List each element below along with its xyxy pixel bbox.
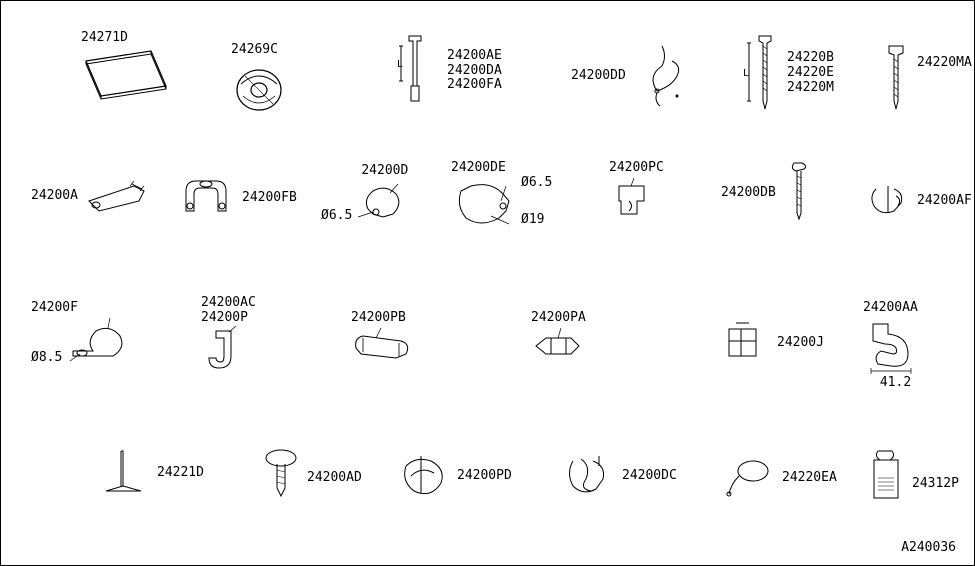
part-24200f: 24200F Ø8.5 bbox=[31, 301, 138, 366]
label-24200aa: 24200AA bbox=[863, 301, 928, 316]
bracket-icon bbox=[609, 176, 659, 221]
label-24200j: 24200J bbox=[777, 336, 824, 351]
smallclip-icon bbox=[358, 179, 408, 224]
label-24200ad: 24200AD bbox=[307, 471, 362, 486]
part-24200db: 24200DB bbox=[721, 161, 817, 226]
dim-19: Ø19 bbox=[521, 213, 552, 228]
label-24220b: 24220B 24220E 24220M bbox=[787, 51, 834, 96]
label-24200ae: 24200AE 24200DA 24200FA bbox=[447, 49, 502, 94]
label-24200pb: 24200PB bbox=[351, 311, 421, 326]
label-24312p: 24312P bbox=[912, 477, 959, 492]
wire-icon bbox=[632, 41, 692, 111]
part-24200dc: 24200DC bbox=[561, 451, 677, 501]
pinclip-icon bbox=[782, 161, 817, 226]
part-24200fb: 24200FB bbox=[176, 176, 297, 221]
saddle-icon bbox=[351, 326, 421, 366]
clip-screw-icon: L bbox=[391, 31, 441, 111]
label-24200pd: 24200PD bbox=[457, 469, 512, 484]
part-24200pa: 24200PA bbox=[531, 311, 586, 361]
label-24200fb: 24200FB bbox=[242, 191, 297, 206]
label-24200de: 24200DE bbox=[451, 161, 552, 176]
part-24200af: 24200AF bbox=[866, 181, 972, 221]
label-24271d: 24271D bbox=[81, 31, 171, 46]
dim-65-2: Ø6.5 bbox=[521, 176, 552, 191]
label-24200dd: 24200DD bbox=[571, 69, 626, 84]
label-24220ma: 24220MA bbox=[917, 56, 972, 71]
label-24200dc: 24200DC bbox=[622, 469, 677, 484]
part-24200d: 24200D Ø6.5 bbox=[321, 161, 408, 224]
part-24200ae: L 24200AE 24200DA 24200FA bbox=[391, 31, 502, 111]
label-24200a: 24200A bbox=[31, 189, 78, 204]
part-24200pd: 24200PD bbox=[396, 451, 512, 501]
flagpin-icon bbox=[101, 446, 151, 501]
dim-412: 41.2 bbox=[863, 376, 928, 391]
svg-text:L: L bbox=[743, 68, 749, 79]
label-24269c: 24269C bbox=[231, 43, 291, 58]
part-24220ma: 24220MA bbox=[881, 41, 972, 116]
part-24200ad: 24200AD bbox=[261, 446, 362, 501]
part-24200de: 24200DE Ø6.5 Ø19 bbox=[451, 161, 552, 236]
label-24220ea: 24220EA bbox=[782, 471, 837, 486]
part-24312p: 24312P bbox=[866, 446, 959, 506]
chook-icon bbox=[863, 316, 928, 376]
label-24200f: 24200F bbox=[31, 301, 78, 316]
uclip-icon bbox=[176, 176, 236, 221]
largeclip-icon bbox=[451, 176, 521, 236]
label-24200ac: 24200AC 24200P bbox=[201, 296, 256, 326]
part-24200pb: 24200PB bbox=[351, 311, 421, 366]
jclip-icon bbox=[201, 326, 251, 376]
reference-number: A240036 bbox=[901, 540, 956, 555]
label-24221d: 24221D bbox=[157, 466, 204, 481]
strap-icon bbox=[84, 176, 154, 216]
mushroom-icon bbox=[261, 446, 301, 501]
part-24200aa: 24200AA 41.2 bbox=[863, 301, 928, 391]
hookclip-icon bbox=[866, 181, 911, 221]
tag-icon bbox=[866, 446, 906, 506]
screw-icon bbox=[881, 41, 911, 116]
grommet-icon bbox=[231, 58, 291, 113]
sheet-icon bbox=[81, 46, 171, 101]
dim-65-1: Ø6.5 bbox=[321, 209, 352, 224]
part-24221d: 24221D bbox=[101, 446, 204, 501]
flatclip-icon bbox=[531, 326, 586, 361]
label-24200af: 24200AF bbox=[917, 194, 972, 209]
svg-text:L: L bbox=[397, 59, 403, 70]
dim-85: Ø8.5 bbox=[31, 351, 62, 366]
sqclip-icon bbox=[721, 321, 771, 366]
part-24200dd: 24200DD bbox=[571, 41, 692, 111]
part-24200j: 24200J bbox=[721, 321, 824, 366]
part-24200pc: 24200PC bbox=[609, 161, 664, 221]
label-24200pa: 24200PA bbox=[531, 311, 586, 326]
part-24220b: L 24220B 24220E 24220M bbox=[741, 31, 834, 116]
part-24271d: 24271D bbox=[81, 31, 171, 101]
roundclip-icon bbox=[396, 451, 451, 501]
twistclip-icon bbox=[561, 451, 616, 501]
part-24269c: 24269C bbox=[231, 43, 291, 113]
balloon-icon bbox=[721, 456, 776, 501]
label-24200pc: 24200PC bbox=[609, 161, 664, 176]
pclip-icon bbox=[68, 316, 138, 366]
part-24200a: 24200A bbox=[31, 176, 154, 216]
label-24200d: 24200D bbox=[361, 163, 408, 178]
label-24200db: 24200DB bbox=[721, 186, 776, 201]
part-24220ea: 24220EA bbox=[721, 456, 837, 501]
part-24200ac: 24200AC 24200P bbox=[201, 296, 256, 376]
screw-l-icon: L bbox=[741, 31, 781, 116]
